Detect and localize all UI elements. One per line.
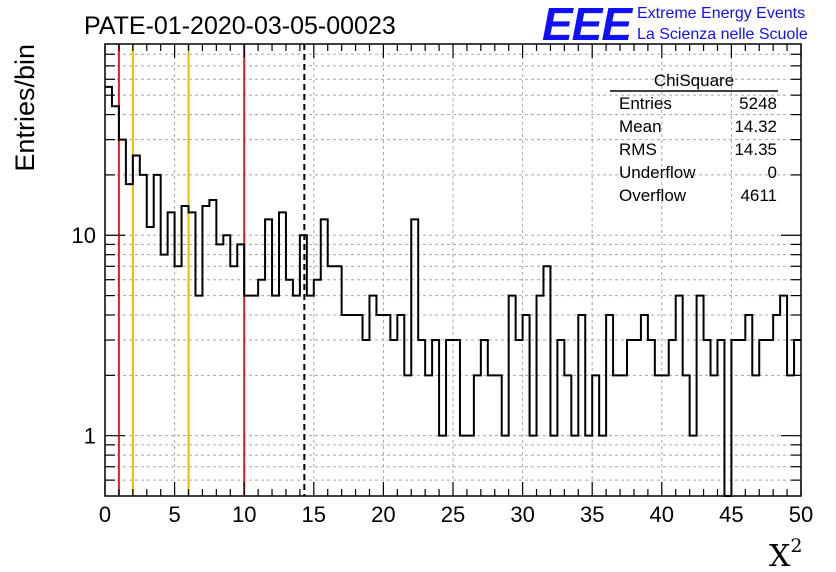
- stats-title: ChiSquare: [654, 71, 734, 90]
- x-axis-title: X2: [769, 535, 802, 572]
- stats-label-underflow: Underflow: [619, 163, 696, 182]
- y-tick-label: 10: [72, 223, 96, 248]
- histogram-series: [105, 85, 801, 497]
- x-tick-label: 45: [719, 502, 743, 527]
- x-tick-label: 20: [371, 502, 395, 527]
- x-axis-title-base: X: [769, 539, 791, 572]
- stats-value-entries: 5248: [739, 94, 777, 113]
- x-tick-label: 25: [441, 502, 465, 527]
- y-axis-title: Entries/bin: [10, 44, 40, 172]
- y-tick-label: 1: [84, 424, 96, 449]
- logo-letters: EEE: [542, 0, 633, 50]
- stats-label-entries: Entries: [619, 94, 672, 113]
- x-tick-label: 35: [580, 502, 604, 527]
- stats-box: ChiSquare Entries 5248 Mean 14.32 RMS 14…: [610, 71, 778, 205]
- x-tick-label: 10: [232, 502, 256, 527]
- stats-value-overflow: 4611: [740, 186, 777, 205]
- tick-labels: 0 5 10 15 20 25 30 35 40 45 50 1 10: [72, 223, 814, 527]
- stats-value-underflow: 0: [768, 163, 777, 182]
- chart-title: PATE-01-2020-03-05-00023: [84, 12, 396, 40]
- x-tick-label: 15: [302, 502, 326, 527]
- x-tick-label: 50: [789, 502, 813, 527]
- x-tick-label: 30: [510, 502, 534, 527]
- stats-value-rms: 14.35: [734, 140, 777, 159]
- logo-line-1: Extreme Energy Events: [637, 5, 805, 22]
- stats-label-mean: Mean: [619, 117, 662, 136]
- x-tick-label: 5: [168, 502, 180, 527]
- eee-logo: EEE Extreme Energy Events La Scienza nel…: [542, 0, 808, 50]
- x-tick-label: 0: [99, 502, 111, 527]
- stats-value-mean: 14.32: [734, 117, 777, 136]
- axes: [104, 43, 802, 497]
- x-tick-label: 40: [650, 502, 674, 527]
- stats-label-rms: RMS: [619, 140, 657, 159]
- logo-line-2: La Scienza nelle Scuole: [637, 26, 808, 43]
- x-axis-title-superscript: 2: [790, 535, 802, 557]
- stats-label-overflow: Overflow: [619, 186, 687, 205]
- histogram-line: [105, 85, 801, 497]
